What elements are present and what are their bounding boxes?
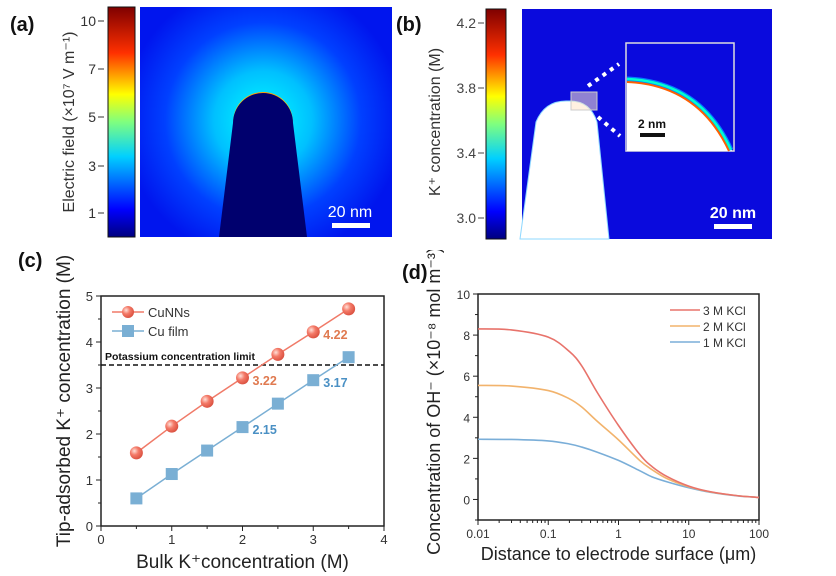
scale-bar-a	[332, 223, 370, 228]
chart-c: 0 1 2 3 4 0 1 2 3 4 5 Bulk K⁺concentration (M) Tip-a…	[54, 255, 388, 573]
scale-bar-b-label: 20 nm	[710, 205, 756, 222]
colorbar-a-tick: 10	[80, 13, 96, 29]
data-point-cunns	[165, 419, 179, 433]
colorbar-b-tick: 3.8	[457, 80, 477, 96]
y-tick-label: 4	[463, 411, 470, 425]
y-tick-label: 2	[86, 427, 93, 442]
y-tick-label: 8	[463, 329, 470, 343]
data-point-cunns	[236, 371, 249, 385]
colorbar-b-tick: 3.4	[457, 145, 477, 161]
reference-line-label: Potassium concentration limit	[105, 351, 255, 363]
x-axis-label: Bulk K⁺concentration (M)	[136, 552, 349, 573]
series-line-1-m-kcl	[477, 438, 760, 499]
legend-marker-circle	[122, 306, 134, 318]
chart-d: 0.01 0.1 1 10 100 0 2 4 6 8 10 Distance to electrod…	[424, 250, 769, 564]
x-tick-label: 100	[749, 527, 769, 541]
tip-shape-b	[519, 100, 610, 240]
legend-label: 2 M KCl	[703, 320, 746, 334]
x-tick-label: 2	[239, 532, 246, 547]
series-line-2-m-kcl	[477, 384, 760, 499]
y-tick-label: 6	[463, 370, 470, 384]
inset-scale-bar	[640, 133, 665, 137]
y-tick-label: 10	[457, 288, 471, 302]
panel-label-a: (a)	[10, 14, 35, 36]
colorbar-a-title: Electric field (×10⁷ V m⁻¹)	[61, 32, 78, 213]
colorbar-b-title: K⁺ concentration (M)	[427, 48, 444, 196]
colorbar-b-tick: 3.0	[457, 210, 477, 226]
data-point-cunns	[129, 446, 143, 460]
zoom-region-box	[570, 91, 598, 111]
y-tick-label: 0	[463, 493, 470, 507]
y-tick-label: 0	[86, 519, 93, 534]
data-label: 2.15	[253, 423, 277, 437]
data-point-cunns	[200, 394, 214, 408]
colorbar-a-tick: 3	[88, 158, 96, 174]
x-tick-label: 4	[380, 532, 387, 547]
y-tick-label: 2	[463, 452, 470, 466]
legend-label: CuNNs	[148, 305, 190, 320]
legend-label: 3 M KCl	[703, 304, 746, 318]
y-tick-label: 1	[86, 473, 93, 488]
data-point-cunns	[342, 302, 356, 316]
panel-label-b: (b)	[396, 14, 422, 36]
colorbar-b-tick: 4.2	[457, 15, 477, 31]
colorbar-b	[485, 8, 507, 240]
scale-bar-b	[714, 224, 752, 229]
x-axis-label: Distance to electrode surface (μm)	[481, 544, 756, 564]
y-tick-label: 5	[86, 289, 93, 304]
data-point-cu-film	[130, 492, 143, 505]
data-point-cu-film	[271, 397, 284, 410]
series-line-3-m-kcl	[477, 328, 760, 499]
data-label: 3.22	[253, 374, 277, 388]
inset-scale-bar-label: 2 nm	[638, 117, 666, 131]
colorbar-a-ticks: 10 7 5 3 1	[80, 13, 104, 221]
data-point-cunns	[271, 347, 285, 361]
y-axis-label: Tip-adsorbed K⁺ concentration (M)	[54, 255, 75, 547]
panel-a-field-map: 10 7 5 3 1 Electric field (×10⁷ V m⁻¹) 2…	[61, 6, 392, 238]
scale-bar-a-label: 20 nm	[328, 204, 372, 221]
y-tick-label: 4	[86, 335, 93, 350]
data-label: 4.22	[323, 328, 347, 342]
data-point-cunns	[306, 325, 320, 339]
colorbar-a	[107, 6, 136, 238]
data-point-cu-film	[307, 374, 320, 387]
x-tick-label: 1	[168, 532, 175, 547]
data-label: 3.17	[323, 376, 347, 390]
panel-label-d: (d)	[402, 262, 428, 284]
panel-b-concentration-map: 4.2 3.8 3.4 3.0 K⁺ concentration (M) 2 n…	[427, 8, 772, 240]
y-tick-label: 3	[86, 381, 93, 396]
x-tick-label: 0.01	[466, 527, 490, 541]
x-tick-label: 1	[615, 527, 622, 541]
colorbar-a-tick: 1	[88, 205, 96, 221]
panel-label-c: (c)	[18, 250, 43, 272]
y-axis-label: Concentration of OH⁻ (×10⁻⁸ mol m⁻³)	[424, 250, 444, 555]
data-point-cu-film	[201, 444, 214, 457]
legend-label: 1 M KCl	[703, 336, 746, 350]
x-tick-label: 10	[682, 527, 696, 541]
colorbar-a-tick: 5	[88, 109, 96, 125]
legend-label: Cu film	[148, 324, 188, 339]
tip-shape-a	[219, 93, 307, 237]
inset-zoom: 2 nm	[625, 42, 735, 152]
data-point-cu-film	[236, 421, 249, 434]
legend-marker-square	[122, 325, 134, 337]
colorbar-a-tick: 7	[88, 61, 96, 77]
data-point-cu-film	[342, 351, 355, 364]
data-point-cu-film	[165, 468, 178, 481]
x-tick-label: 0.1	[540, 527, 557, 541]
x-tick-label: 0	[97, 532, 104, 547]
x-tick-label: 3	[310, 532, 317, 547]
